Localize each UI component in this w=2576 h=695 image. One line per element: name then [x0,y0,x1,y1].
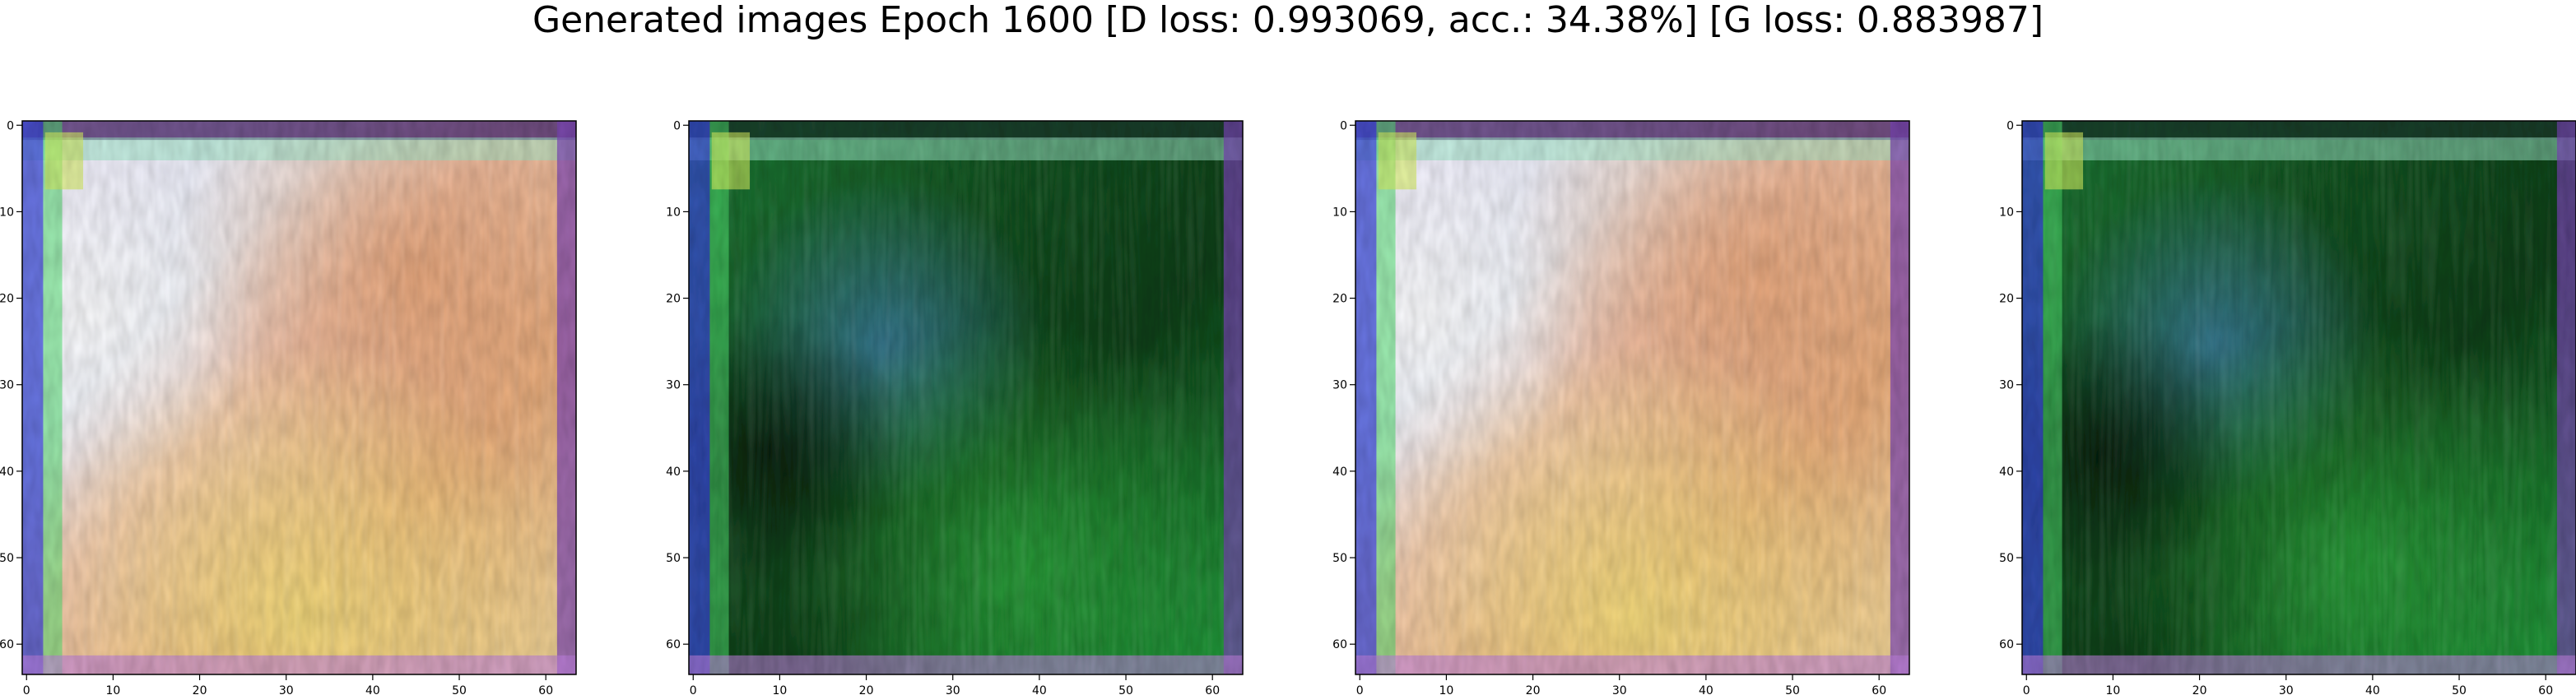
x-tick-label-20: 20 [859,684,874,695]
y-tick-label-40: 40 [1332,466,1347,479]
x-tick-label-40: 40 [2365,684,2380,695]
axes-frame-4 [2021,120,2576,675]
x-tick-label-20: 20 [2192,684,2207,695]
x-tick-label-30: 30 [1612,684,1627,695]
y-tick-label-60: 60 [1332,638,1347,651]
x-tick-label-20: 20 [193,684,207,695]
x-tick-label-20: 20 [1526,684,1541,695]
x-tick-label-50: 50 [2452,684,2467,695]
generated-image-4 [2022,121,2576,674]
y-tick-label-20: 20 [1999,293,2014,306]
x-tick-label-0: 0 [690,684,697,695]
x-tick-label-60: 60 [1205,684,1220,695]
y-tick-label-40: 40 [0,466,14,479]
x-tick-label-30: 30 [946,684,960,695]
y-tick-label-60: 60 [1999,638,2014,651]
y-tick-label-50: 50 [1332,552,1347,565]
y-tick-label-40: 40 [666,466,681,479]
y-tick-label-0: 0 [1340,119,1347,132]
x-tick-label-30: 30 [2279,684,2294,695]
x-tick-label-10: 10 [2106,684,2121,695]
x-tick-label-10: 10 [106,684,121,695]
y-tick-label-50: 50 [666,552,681,565]
y-tick-label-10: 10 [1999,206,2014,219]
figure-title: Generated images Epoch 1600 [D loss: 0.9… [532,0,2044,41]
x-tick-label-60: 60 [1872,684,1886,695]
x-tick-label-0: 0 [1356,684,1364,695]
x-tick-label-40: 40 [365,684,380,695]
y-tick-label-10: 10 [0,206,14,219]
generated-image-2 [689,121,1243,674]
y-tick-label-0: 0 [7,119,14,132]
y-tick-label-30: 30 [0,379,14,392]
y-tick-label-20: 20 [666,293,681,306]
image-panel-4: 0 10 20 30 40 50 60 0 10 20 30 40 50 60 [1999,119,2576,695]
image-panel-2: 0 10 20 30 40 50 60 0 10 20 30 40 50 60 [666,119,1244,695]
y-tick-label-10: 10 [666,206,681,219]
y-tick-label-50: 50 [1999,552,2014,565]
x-tick-label-50: 50 [1118,684,1133,695]
x-tick-label-50: 50 [452,684,467,695]
axes-frame-3 [1355,120,1910,675]
generated-image-3 [1355,121,1909,674]
y-tick-label-0: 0 [673,119,681,132]
y-tick-label-50: 50 [0,552,14,565]
x-tick-label-10: 10 [773,684,788,695]
x-tick-label-50: 50 [1785,684,1800,695]
axes-frame-1 [21,120,577,675]
y-tick-label-30: 30 [666,379,681,392]
y-tick-label-30: 30 [1999,379,2014,392]
x-tick-label-40: 40 [1032,684,1047,695]
y-tick-label-60: 60 [0,638,14,651]
y-tick-label-60: 60 [666,638,681,651]
image-panel-3: 0 10 20 30 40 50 60 0 10 20 30 40 50 60 [1332,119,1910,695]
x-tick-label-60: 60 [538,684,553,695]
x-tick-label-0: 0 [23,684,30,695]
y-tick-label-40: 40 [1999,466,2014,479]
generated-image-1 [22,121,576,674]
y-tick-label-0: 0 [2006,119,2014,132]
image-panel-1: 0 10 20 30 40 50 60 0 10 20 30 40 50 60 [0,119,577,695]
y-tick-label-20: 20 [0,293,14,306]
y-tick-label-30: 30 [1332,379,1347,392]
x-tick-label-10: 10 [1439,684,1454,695]
x-tick-label-40: 40 [1699,684,1713,695]
x-tick-label-30: 30 [279,684,294,695]
x-tick-label-60: 60 [2538,684,2553,695]
axes-frame-2 [688,120,1244,675]
x-tick-label-0: 0 [2023,684,2030,695]
y-tick-label-10: 10 [1332,206,1347,219]
y-tick-label-20: 20 [1332,293,1347,306]
